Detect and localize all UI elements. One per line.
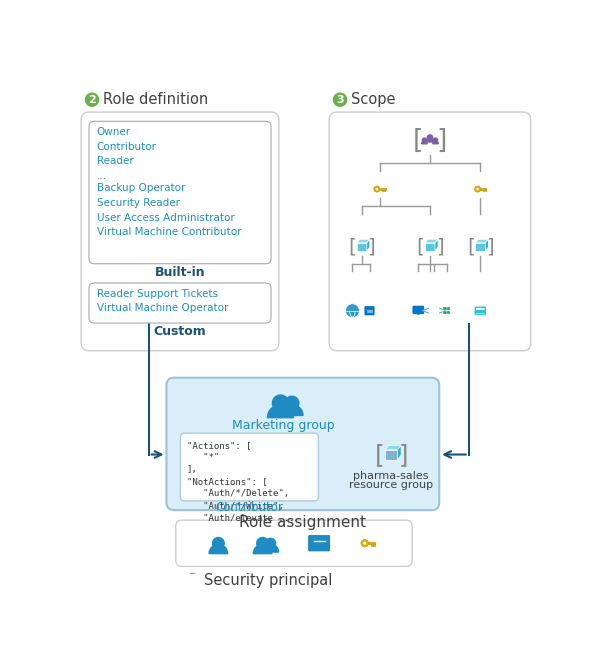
Circle shape — [427, 135, 433, 141]
FancyBboxPatch shape — [166, 378, 439, 510]
Text: [: [ — [413, 128, 424, 154]
Circle shape — [212, 537, 224, 549]
Polygon shape — [485, 239, 488, 251]
Text: Virtual Machine Contributor: Virtual Machine Contributor — [97, 227, 241, 237]
FancyBboxPatch shape — [413, 306, 424, 313]
Circle shape — [476, 188, 479, 190]
Text: ]: ] — [437, 128, 447, 154]
Text: <  >: < > — [421, 306, 447, 315]
Polygon shape — [382, 190, 383, 192]
Text: Role definition: Role definition — [103, 92, 208, 107]
FancyBboxPatch shape — [329, 112, 531, 351]
Text: 1: 1 — [189, 575, 197, 585]
Text: Built-in: Built-in — [155, 266, 205, 279]
Polygon shape — [368, 542, 375, 544]
Circle shape — [376, 188, 378, 190]
Circle shape — [186, 573, 199, 587]
Circle shape — [285, 396, 299, 410]
Polygon shape — [371, 544, 373, 546]
Polygon shape — [485, 190, 486, 191]
Text: ]: ] — [367, 237, 375, 256]
Circle shape — [272, 395, 289, 412]
Text: User Access Administrator: User Access Administrator — [97, 213, 235, 223]
Circle shape — [363, 542, 366, 545]
FancyBboxPatch shape — [89, 283, 271, 323]
Wedge shape — [263, 544, 278, 552]
FancyBboxPatch shape — [89, 121, 271, 264]
Text: [: [ — [349, 237, 356, 256]
Polygon shape — [384, 190, 385, 191]
Circle shape — [257, 537, 268, 549]
FancyBboxPatch shape — [443, 307, 446, 310]
FancyBboxPatch shape — [176, 520, 412, 566]
FancyBboxPatch shape — [365, 306, 374, 315]
Wedge shape — [253, 544, 272, 553]
Text: ]: ] — [436, 237, 443, 256]
Text: Virtual Machine Operator: Virtual Machine Operator — [97, 303, 228, 313]
Circle shape — [422, 138, 427, 142]
Text: Owner: Owner — [97, 127, 131, 137]
Polygon shape — [367, 239, 370, 251]
Text: Reader Support Tickets: Reader Support Tickets — [97, 289, 218, 299]
Circle shape — [346, 304, 359, 317]
Polygon shape — [425, 239, 438, 243]
Text: ]: ] — [398, 442, 408, 467]
Circle shape — [266, 539, 275, 548]
Text: pharma-sales: pharma-sales — [353, 471, 429, 481]
Circle shape — [374, 186, 380, 192]
Text: ]: ] — [486, 237, 494, 256]
Text: Security Reader: Security Reader — [97, 198, 180, 208]
Wedge shape — [433, 141, 438, 144]
Polygon shape — [417, 313, 420, 315]
FancyBboxPatch shape — [81, 112, 279, 351]
Text: Security principal: Security principal — [203, 573, 332, 588]
Text: 3: 3 — [336, 95, 344, 104]
Circle shape — [334, 93, 347, 106]
Polygon shape — [385, 450, 397, 460]
FancyBboxPatch shape — [308, 535, 329, 551]
Text: [: [ — [416, 237, 424, 256]
Wedge shape — [281, 404, 303, 415]
Wedge shape — [268, 404, 293, 418]
Text: Custom: Custom — [154, 325, 206, 338]
Polygon shape — [373, 544, 375, 546]
Wedge shape — [209, 544, 227, 553]
Polygon shape — [475, 239, 488, 243]
FancyBboxPatch shape — [475, 307, 485, 314]
FancyBboxPatch shape — [447, 311, 451, 314]
Polygon shape — [481, 188, 486, 190]
Text: Backup Operator: Backup Operator — [97, 183, 185, 194]
Polygon shape — [357, 243, 367, 251]
Circle shape — [434, 138, 437, 142]
Circle shape — [475, 186, 481, 192]
Text: 2: 2 — [88, 95, 96, 104]
Text: Marketing group: Marketing group — [232, 419, 335, 432]
Polygon shape — [483, 190, 484, 192]
Circle shape — [361, 540, 368, 547]
Text: [: [ — [467, 237, 475, 256]
Polygon shape — [357, 239, 370, 243]
Text: Reader: Reader — [97, 156, 133, 166]
Text: "Actions": [
   "*"
],
"NotActions": [
   "Auth/*/Delete",
   "Auth/*/Write",
  : "Actions": [ "*" ], "NotActions": [ "Aut… — [187, 441, 294, 522]
Text: resource group: resource group — [349, 481, 433, 490]
Text: Contributor: Contributor — [97, 142, 157, 152]
Text: Contributor: Contributor — [215, 501, 283, 514]
Polygon shape — [475, 243, 485, 251]
FancyBboxPatch shape — [447, 307, 451, 310]
Text: [: [ — [374, 442, 384, 467]
Polygon shape — [397, 446, 401, 460]
Polygon shape — [380, 188, 386, 190]
Circle shape — [85, 93, 98, 106]
FancyBboxPatch shape — [181, 433, 319, 501]
Text: ...: ... — [97, 171, 107, 181]
FancyBboxPatch shape — [443, 311, 446, 314]
Wedge shape — [422, 141, 427, 144]
Text: Scope: Scope — [351, 92, 395, 107]
Polygon shape — [435, 239, 438, 251]
Polygon shape — [425, 243, 435, 251]
Wedge shape — [426, 138, 434, 142]
Text: Role assignment: Role assignment — [239, 515, 367, 530]
Polygon shape — [385, 446, 401, 450]
